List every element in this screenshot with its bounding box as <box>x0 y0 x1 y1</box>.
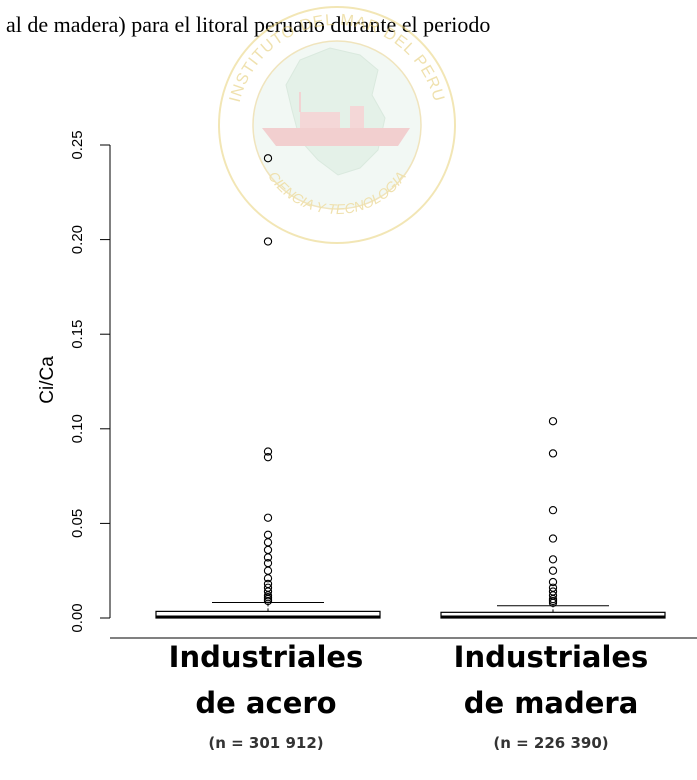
outlier-point <box>548 555 558 564</box>
outlier-point <box>263 154 273 163</box>
box-2 <box>440 417 666 619</box>
y-axis: 0.00 0.05 0.10 0.15 0.20 0.25 <box>69 130 111 633</box>
category-label-madera: Industriales de madera <box>421 634 681 726</box>
outlier-point <box>263 530 273 539</box>
category-label-line2: de madera <box>463 686 639 720</box>
outlier-point <box>263 553 273 562</box>
y-tick-label: 0.25 <box>69 130 86 159</box>
outlier-point <box>263 574 273 583</box>
category-label-line1: Industriales <box>453 640 649 674</box>
outlier-point <box>548 534 558 543</box>
y-tick-label: 0.15 <box>69 320 86 349</box>
outlier-point <box>548 598 558 608</box>
outlier-point <box>263 545 273 555</box>
category-label-acero: Industriales de acero <box>136 634 396 726</box>
outlier-point <box>548 417 558 426</box>
y-tick-label: 0.20 <box>69 225 86 254</box>
ship-icon <box>262 92 410 146</box>
outlier-point <box>548 577 558 587</box>
outlier-point <box>548 566 558 575</box>
box-1 <box>155 154 381 619</box>
outlier-point <box>548 449 558 458</box>
y-tick-label: 0.05 <box>69 509 86 538</box>
outlier-point <box>263 538 273 547</box>
watermark-logo: INSTITUTO DEL MAR DEL PERU CIENCIA Y TEC… <box>218 6 456 244</box>
outlier-point <box>263 566 273 575</box>
outlier-point <box>263 596 273 606</box>
y-axis-label: Ci/Ca <box>37 356 58 404</box>
outlier-point <box>263 513 273 522</box>
category-label-line2: de acero <box>195 686 337 720</box>
outlier-point <box>263 453 273 462</box>
category-label-line1: Industriales <box>168 640 364 674</box>
y-tick-label: 0.00 <box>69 603 86 632</box>
outlier-point <box>548 506 558 515</box>
category-n-madera: (n = 226 390) <box>493 734 609 752</box>
y-tick-label: 0.10 <box>69 414 86 443</box>
outlier-point <box>263 237 273 246</box>
boxes <box>155 154 666 619</box>
category-n-acero: (n = 301 912) <box>208 734 324 752</box>
outlier-point <box>263 447 273 456</box>
